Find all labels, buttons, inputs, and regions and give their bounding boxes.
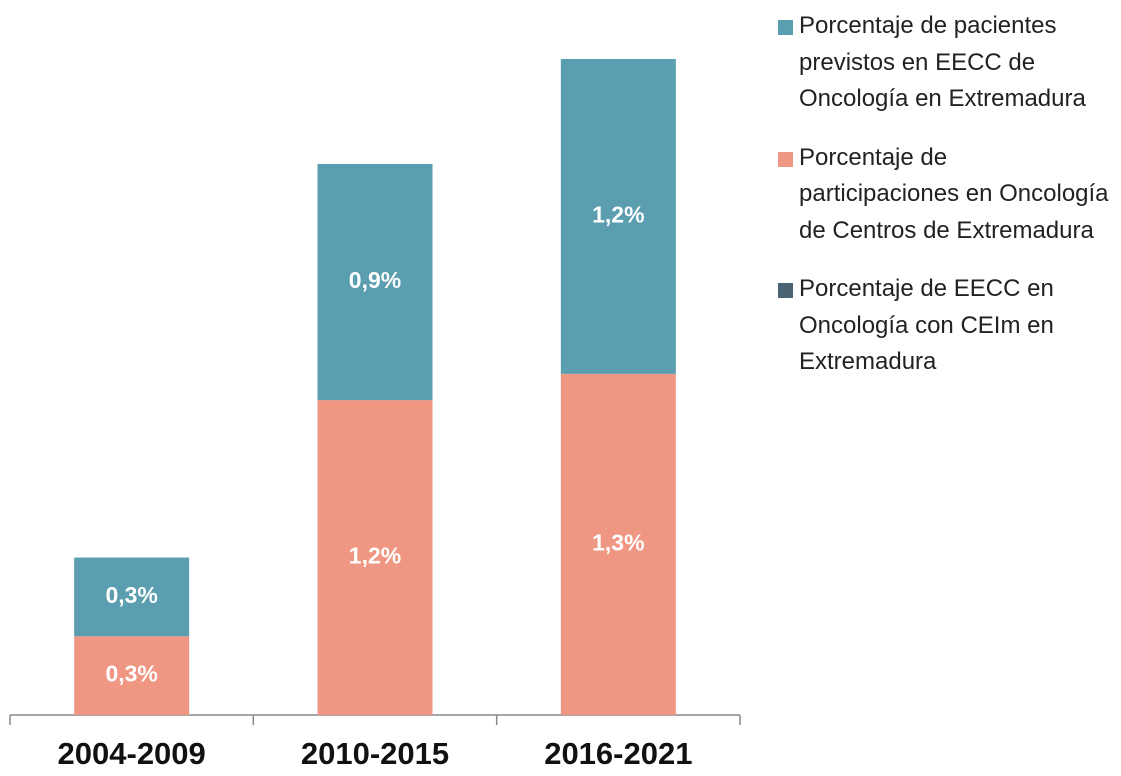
data-label: 0,9% (349, 267, 401, 293)
bar-segment (74, 557, 190, 637)
chart: 2004-2009 0,3% 0,3% 2010-2015 1,2% 0,9% 2016-2… (9, 59, 741, 771)
legend-swatch (778, 20, 793, 35)
bar-segment (74, 636, 190, 715)
legend-swatch (778, 283, 793, 298)
x-tick-label: 2016-2021 (544, 736, 692, 771)
x-tick-label: 2004-2009 (58, 736, 206, 771)
data-label: 0,3% (105, 582, 157, 608)
bar-segment (317, 400, 433, 715)
legend-swatch (778, 151, 793, 167)
data-label: 1,2% (592, 202, 644, 228)
legend: Porcentaje de pacientes previstos en EEC… (778, 8, 1113, 403)
legend-label: Porcentaje de EECC en Oncología con CEIm… (799, 275, 1054, 375)
data-label: 1,3% (592, 530, 644, 556)
bar-segment (560, 373, 676, 715)
legend-item: Porcentaje de pacientes previstos en EEC… (778, 8, 1113, 118)
data-label: 1,2% (349, 543, 401, 569)
data-label: 0,3% (105, 661, 157, 687)
bar-segment (317, 163, 433, 401)
legend-item: Porcentaje de participaciones en Oncolog… (778, 140, 1113, 250)
legend-label: Porcentaje de participaciones en Oncolog… (799, 143, 1109, 244)
bar-segment (560, 59, 676, 374)
legend-label: Porcentaje de pacientes previstos en EEC… (799, 12, 1086, 112)
legend-item: Porcentaje de EECC en Oncología con CEIm… (778, 271, 1113, 381)
x-tick-label: 2010-2015 (301, 736, 449, 771)
